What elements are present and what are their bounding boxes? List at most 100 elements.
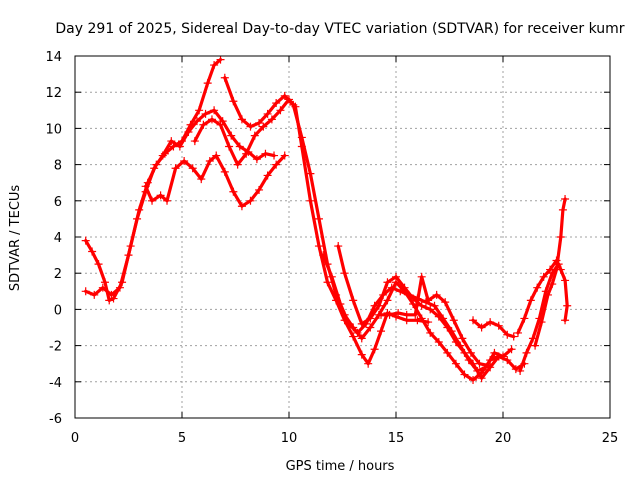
data-point — [207, 115, 216, 124]
x-tick-label: 25 — [602, 431, 619, 446]
data-point — [220, 167, 229, 176]
data-point — [210, 61, 219, 70]
data-point — [272, 99, 281, 108]
data-point — [477, 323, 486, 332]
data-point — [190, 137, 199, 146]
data-point — [434, 312, 443, 321]
y-tick-label: 12 — [45, 86, 62, 101]
data-point — [81, 287, 90, 296]
data-point — [426, 328, 435, 337]
data-point — [297, 133, 306, 142]
grid — [75, 56, 610, 418]
data-point — [188, 164, 197, 173]
data-point — [357, 319, 366, 328]
y-tick-label: 6 — [54, 195, 62, 210]
data-point — [163, 196, 172, 205]
data-point — [396, 287, 405, 296]
data-point — [289, 100, 298, 109]
data-point — [413, 316, 422, 325]
data-point — [167, 137, 176, 146]
data-point — [88, 247, 97, 256]
data-point — [417, 301, 426, 310]
data-point — [220, 73, 229, 82]
data-point — [543, 290, 552, 299]
data-point — [250, 131, 259, 140]
data-point — [156, 191, 165, 200]
data-point — [107, 290, 116, 299]
data-point — [100, 278, 109, 287]
x-axis-label: GPS time / hours — [286, 459, 395, 474]
data-point — [451, 359, 460, 368]
x-tick-label: 20 — [495, 431, 512, 446]
data-point — [276, 106, 285, 115]
data-point — [175, 142, 184, 151]
data-point — [319, 251, 328, 260]
data-point — [259, 122, 268, 131]
data-point — [233, 160, 242, 169]
data-point — [424, 296, 433, 305]
data-point — [195, 106, 204, 115]
data-point — [533, 283, 542, 292]
data-point — [205, 156, 214, 165]
data-point — [246, 196, 255, 205]
y-tick-label: -2 — [49, 340, 62, 355]
data-point — [263, 109, 272, 118]
data-point — [81, 236, 90, 245]
data-point — [385, 310, 394, 319]
data-point — [216, 55, 225, 64]
y-tick-label: 2 — [54, 267, 62, 282]
data-point — [90, 290, 99, 299]
data-point — [334, 242, 343, 251]
data-point — [366, 323, 375, 332]
data-point — [180, 156, 189, 165]
data-point — [377, 327, 386, 336]
data-point — [548, 280, 557, 289]
y-axis-label: SDTVAR / TECUs — [8, 185, 23, 292]
data-point — [409, 294, 418, 303]
x-tick-label: 15 — [388, 431, 405, 446]
data-point — [246, 122, 255, 131]
data-point — [400, 283, 409, 292]
data-point — [561, 194, 570, 203]
series-arc-12 — [531, 194, 570, 350]
y-tick-label: -4 — [49, 376, 62, 391]
data-point — [201, 109, 210, 118]
series-line — [518, 262, 569, 373]
data-point — [563, 301, 572, 310]
y-tick-label: 8 — [54, 159, 62, 174]
data-point — [344, 319, 353, 328]
data-point — [443, 348, 452, 357]
data-point — [383, 296, 392, 305]
data-point — [503, 330, 512, 339]
data-point — [192, 117, 201, 126]
data-point — [237, 115, 246, 124]
y-tick-label: 0 — [54, 303, 62, 318]
data-point — [469, 316, 478, 325]
y-tick-label: -6 — [49, 412, 62, 427]
data-point — [280, 151, 289, 160]
data-point — [227, 131, 236, 140]
data-point — [255, 185, 264, 194]
data-point — [212, 151, 221, 160]
data-point — [306, 169, 315, 178]
data-point — [229, 97, 238, 106]
data-point — [507, 345, 516, 354]
data-point — [426, 305, 435, 314]
data-point — [133, 214, 142, 223]
series-arc-5 — [220, 73, 529, 384]
data-point — [98, 283, 107, 292]
series-line — [516, 258, 563, 335]
data-point — [520, 314, 529, 323]
data-point — [443, 323, 452, 332]
data-point — [466, 348, 475, 357]
data-point — [323, 278, 332, 287]
data-point — [252, 155, 261, 164]
data-point — [458, 334, 467, 343]
data-point — [353, 328, 362, 337]
series-arc-2 — [81, 106, 279, 299]
y-tick-label: 10 — [45, 122, 62, 137]
data-point — [314, 242, 323, 251]
data-point — [197, 175, 206, 184]
data-point — [383, 278, 392, 287]
data-point — [237, 202, 246, 211]
